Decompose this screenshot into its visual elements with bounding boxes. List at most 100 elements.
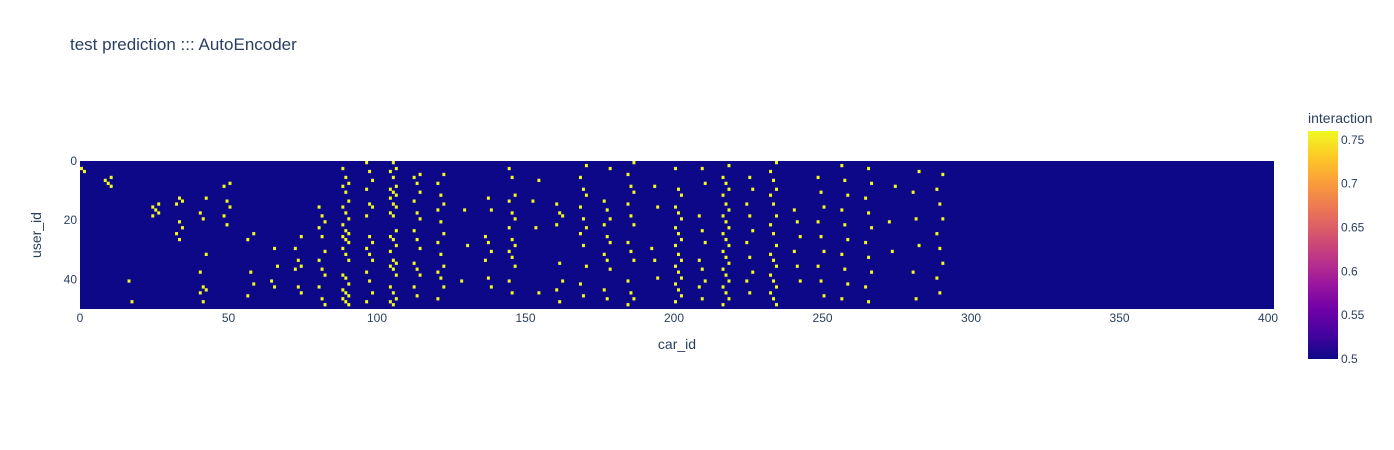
heatmap-cell [679,276,683,280]
heatmap-cell [415,267,419,271]
heatmap-cell [795,264,799,268]
heatmap-cell [388,187,392,191]
heatmap-cell [489,285,493,289]
heatmap-cell [700,229,704,233]
heatmap-cell [748,255,752,259]
heatmap-cell [296,285,300,289]
heatmap-cell [531,199,535,203]
heatmap-cell [347,232,351,236]
heatmap-cell [608,217,612,221]
y-axis-ticks: 0 20 40 [64,154,78,286]
heatmap-cell [246,237,250,242]
heatmap-cell [798,279,802,283]
heatmap-cell [911,190,915,194]
heatmap-cell [558,261,562,265]
heatmap-cell [840,208,844,212]
heatmap-cell [320,297,324,301]
heatmap-cell [721,303,725,307]
heatmap-cell [775,264,778,268]
heatmap-cell [344,229,348,233]
heatmap-cell [561,214,565,218]
heatmap-cell [82,169,86,174]
heatmap-cell [653,184,657,188]
heatmap-cell [299,291,303,295]
colorbar-tick-label: 0.75 [1341,133,1365,147]
heatmap-cell [507,226,511,230]
colorbar-tick-label: 0.65 [1341,220,1365,234]
heatmap-cell [941,172,945,177]
heatmap-cell [674,205,677,209]
heatmap-cell [792,249,796,254]
heatmap-cell [653,258,657,262]
heatmap-cell [293,246,297,251]
heatmap-cell [632,190,636,194]
heatmap-cell [198,270,202,274]
heatmap-cell [388,285,392,289]
heatmap-cell [775,214,778,218]
heatmap-cell [748,175,752,180]
heatmap-cell [394,229,398,233]
heatmap-cell [938,202,942,206]
heatmap-cell [608,267,612,271]
heatmap-cell [558,211,562,215]
heatmap-cell [870,270,874,274]
heatmap-cell [365,214,369,218]
heatmap-cell [602,199,606,203]
heatmap-cell [151,214,155,218]
plot-area[interactable] [80,161,1274,309]
heatmap-cell [175,202,179,206]
heatmap-cell [700,267,704,271]
heatmap-cell [602,288,606,292]
heatmap-cell [843,223,847,227]
heatmap-cell [584,226,588,230]
heatmap-cell [228,205,232,209]
heatmap-cell [439,220,443,224]
heatmap-cell [442,232,446,236]
heatmap-cell [938,246,942,251]
heatmap-cell [368,279,372,283]
heatmap-cell [127,279,131,283]
heatmap-cell [843,267,847,271]
heatmap-cell [724,220,728,224]
heatmap-cell [439,193,443,197]
heatmap-cell [674,226,677,230]
heatmap-cell [578,175,582,180]
heatmap-cell [388,169,392,174]
heatmap-cell [341,297,345,301]
heatmap-cell [368,169,372,174]
heatmap-cell [178,220,181,224]
heatmap-cell [935,276,939,280]
heatmap-cell [103,178,107,183]
heatmap-cell [775,187,778,191]
heatmap-cell [222,214,226,218]
heatmap-cell [180,226,184,230]
heatmap-cell [391,303,395,307]
heatmap-cell [775,161,778,165]
heatmap-cell [751,187,755,191]
heatmap-cell [347,303,351,307]
heatmap-cell [317,205,321,209]
heatmap-cell [365,161,369,165]
heatmap-cell [677,211,680,215]
heatmap-cell [914,297,918,301]
heatmap-cell [368,202,372,206]
heatmap-cell [154,208,158,212]
heatmap-cell [178,237,181,242]
heatmap-cell [727,279,731,283]
heatmap-cell [439,252,443,257]
heatmap-cell [323,303,327,307]
heatmap-cell [388,249,392,254]
heatmap-cell [365,300,369,304]
heatmap-cell [388,196,392,200]
heatmap-cell [864,285,868,289]
heatmap-cell [674,264,677,268]
heatmap-cell [109,184,113,188]
heatmap-cell [466,243,470,248]
heatmap-cell [201,217,205,221]
heatmap-cell [537,178,541,183]
x-tick-label: 150 [516,311,536,325]
heatmap-cell [246,294,250,298]
heatmap-cell [442,285,446,289]
x-tick-label: 300 [961,311,981,325]
heatmap-cell [365,246,369,251]
